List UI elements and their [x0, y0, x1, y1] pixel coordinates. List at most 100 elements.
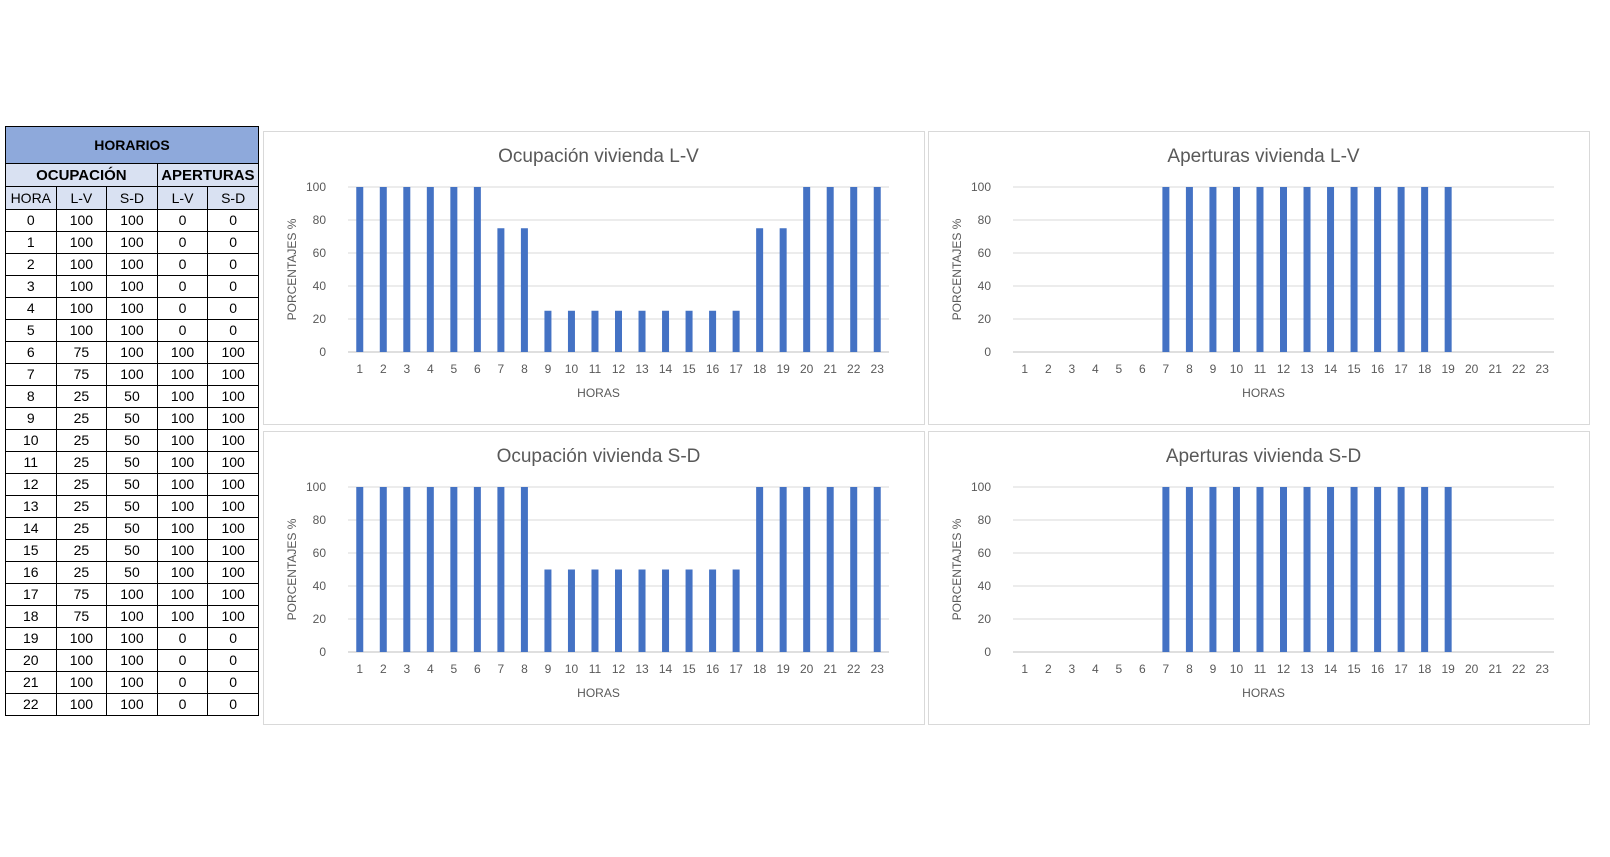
- bar: [450, 487, 458, 652]
- cell-aperturas-lv: 0: [156, 297, 209, 320]
- cell-ocupacion-lv: 100: [55, 671, 108, 694]
- y-tick-label: 0: [319, 345, 326, 359]
- bar: [1444, 487, 1452, 652]
- y-tick-label: 80: [978, 513, 992, 527]
- x-tick-label: 17: [729, 662, 743, 676]
- x-tick-label: 20: [800, 362, 814, 376]
- y-tick-label: 100: [971, 480, 991, 494]
- x-tick-label: 13: [1300, 362, 1314, 376]
- bar: [1421, 487, 1429, 652]
- cell-hora: 20: [5, 649, 57, 672]
- cell-ocupacion-lv: 100: [55, 297, 108, 320]
- bar: [1185, 487, 1193, 652]
- bar: [567, 310, 575, 352]
- column-header-ocupacion-lv: L-V: [55, 186, 108, 210]
- cell-aperturas-lv: 100: [156, 583, 209, 606]
- x-tick-label: 11: [589, 362, 602, 376]
- cell-ocupacion-lv: 25: [55, 407, 108, 430]
- column-header-aperturas-sd: S-D: [207, 186, 259, 210]
- cell-ocupacion-lv: 75: [55, 341, 108, 364]
- x-tick-label: 12: [612, 362, 626, 376]
- x-tick-label: 4: [1092, 662, 1099, 676]
- bar: [1444, 187, 1452, 352]
- bar: [497, 228, 505, 352]
- y-tick-label: 40: [313, 279, 327, 293]
- cell-hora: 13: [5, 495, 57, 518]
- cell-ocupacion-sd: 50: [106, 517, 158, 540]
- bar: [1397, 187, 1405, 352]
- x-tick-label: 8: [521, 362, 528, 376]
- table-row: 10 25 50 100 100: [5, 429, 259, 452]
- cell-aperturas-sd: 100: [207, 385, 259, 408]
- table-row: 6 75 100 100 100: [5, 341, 259, 364]
- x-tick-label: 22: [1512, 662, 1526, 676]
- bar: [685, 569, 693, 652]
- bar: [379, 487, 387, 652]
- bar: [873, 187, 881, 352]
- bar: [850, 187, 858, 352]
- cell-hora: 7: [5, 363, 57, 386]
- y-tick-label: 20: [313, 312, 327, 326]
- x-tick-label: 6: [474, 662, 481, 676]
- x-tick-label: 23: [871, 362, 885, 376]
- bar: [1327, 487, 1335, 652]
- cell-hora: 8: [5, 385, 57, 408]
- y-tick-label: 40: [978, 579, 992, 593]
- bar: [356, 187, 364, 352]
- cell-ocupacion-lv: 100: [55, 627, 108, 650]
- cell-ocupacion-sd: 50: [106, 407, 158, 430]
- cell-ocupacion-sd: 50: [106, 429, 158, 452]
- bar: [732, 310, 740, 352]
- x-tick-label: 3: [403, 362, 410, 376]
- cell-aperturas-sd: 100: [207, 451, 259, 474]
- bar: [426, 187, 434, 352]
- cell-aperturas-sd: 100: [207, 341, 259, 364]
- y-tick-label: 20: [978, 612, 992, 626]
- cell-aperturas-sd: 0: [207, 297, 259, 320]
- table-row: 1 100 100 0 0: [5, 231, 259, 254]
- table-row: 16 25 50 100 100: [5, 561, 259, 584]
- x-tick-label: 23: [1536, 662, 1550, 676]
- x-tick-label: 15: [1347, 662, 1361, 676]
- bar: [379, 187, 387, 352]
- x-tick-label: 1: [1021, 362, 1028, 376]
- bar: [1232, 487, 1240, 652]
- cell-aperturas-sd: 100: [207, 473, 259, 496]
- x-tick-label: 13: [1300, 662, 1314, 676]
- cell-ocupacion-sd: 100: [106, 627, 158, 650]
- bar: [756, 228, 764, 352]
- x-tick-label: 15: [682, 662, 696, 676]
- y-axis-label: PORCENTAJES %: [950, 518, 964, 620]
- x-tick-label: 21: [1489, 662, 1503, 676]
- cell-hora: 17: [5, 583, 57, 606]
- y-tick-label: 60: [313, 546, 327, 560]
- x-tick-label: 9: [545, 662, 552, 676]
- column-header-ocupacion-sd: S-D: [106, 186, 158, 210]
- cell-ocupacion-lv: 25: [55, 495, 108, 518]
- cell-aperturas-sd: 0: [207, 209, 259, 232]
- cell-ocupacion-sd: 50: [106, 473, 158, 496]
- x-tick-label: 15: [1347, 362, 1361, 376]
- cell-ocupacion-sd: 100: [106, 319, 158, 342]
- x-tick-label: 18: [753, 362, 767, 376]
- bar: [615, 310, 622, 352]
- cell-aperturas-sd: 0: [207, 319, 259, 342]
- bar: [662, 569, 670, 652]
- bar: [426, 487, 434, 652]
- cell-aperturas-sd: 0: [207, 627, 259, 650]
- chart-aperturas-sd: Aperturas vivienda S-D 0 20 40 60 80 100 1 2 3 4 5 6…: [928, 431, 1590, 725]
- x-tick-label: 7: [1163, 662, 1170, 676]
- table-row: 15 25 50 100 100: [5, 539, 259, 562]
- cell-aperturas-lv: 100: [156, 363, 209, 386]
- cell-ocupacion-sd: 100: [106, 649, 158, 672]
- cell-aperturas-sd: 0: [207, 671, 259, 694]
- bar: [1162, 187, 1170, 352]
- bar: [709, 310, 717, 352]
- group-header-aperturas: APERTURAS: [156, 163, 260, 187]
- x-tick-label: 4: [1092, 362, 1099, 376]
- cell-aperturas-sd: 100: [207, 429, 259, 452]
- cell-ocupacion-sd: 50: [106, 385, 158, 408]
- bar: [779, 487, 787, 652]
